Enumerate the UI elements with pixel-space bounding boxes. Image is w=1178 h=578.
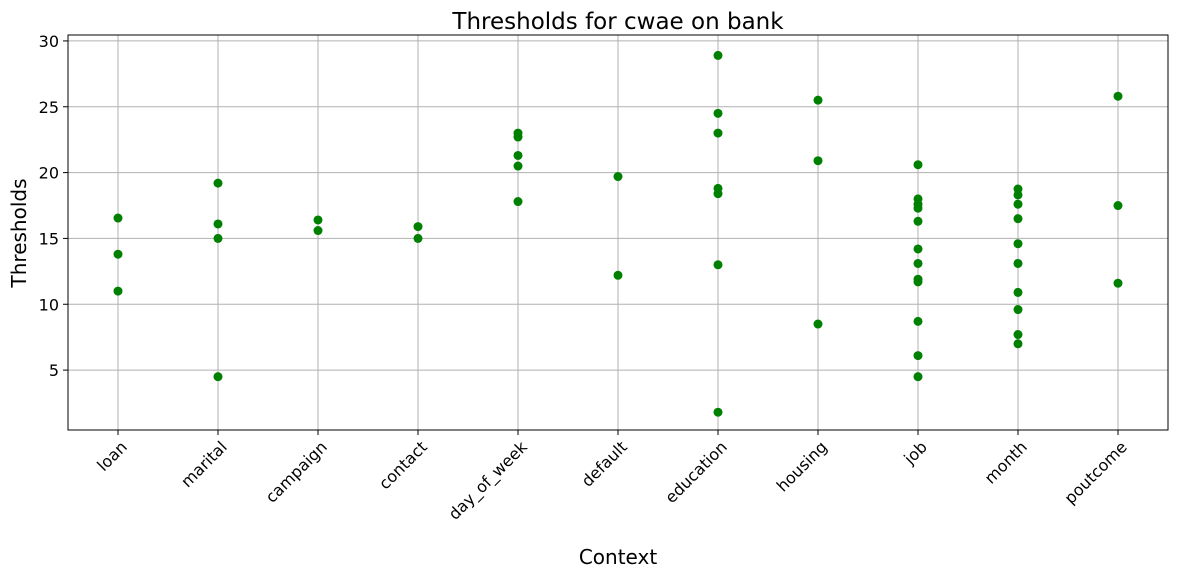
point (813, 156, 823, 166)
point (1013, 239, 1023, 249)
point (913, 160, 923, 170)
point (1013, 190, 1023, 200)
x-tick-label: poutcome (1061, 437, 1131, 507)
y-tick-label: 5 (49, 361, 59, 380)
point (913, 244, 923, 254)
point (913, 351, 923, 361)
point (413, 222, 423, 232)
y-tick-label: 10 (39, 295, 59, 314)
point (913, 203, 923, 213)
point (1013, 305, 1023, 315)
x-tick-label: campaign (262, 437, 331, 506)
marks (113, 50, 1123, 417)
point (1113, 278, 1123, 288)
x-tick-label: housing (773, 437, 831, 495)
point (1013, 287, 1023, 297)
point (213, 372, 223, 382)
x-tick-label: month (981, 437, 1031, 487)
point (313, 215, 323, 225)
point (913, 372, 923, 382)
point (1113, 201, 1123, 211)
point (1013, 339, 1023, 349)
point (213, 233, 223, 243)
x-tick-label: contact (375, 437, 431, 493)
y-tick-label: 30 (39, 32, 59, 51)
point (213, 219, 223, 229)
point (113, 286, 123, 296)
point (1113, 91, 1123, 101)
point (1013, 330, 1023, 340)
x-tick-label: day_of_week (445, 437, 532, 524)
x-axis-label: Context (579, 545, 658, 569)
point (113, 249, 123, 259)
point (713, 189, 723, 199)
x-tick-label: loan (93, 437, 131, 475)
point (513, 197, 523, 207)
x-tick-label: default (578, 437, 631, 490)
y-tick-label: 15 (39, 229, 59, 248)
y-tick-label: 20 (39, 164, 59, 183)
point (713, 407, 723, 417)
point (1013, 199, 1023, 209)
point (913, 277, 923, 287)
x-tick-label: education (661, 437, 731, 507)
point (213, 178, 223, 188)
grid (68, 35, 1168, 430)
point (613, 270, 623, 280)
point (713, 50, 723, 60)
point (913, 316, 923, 326)
point (1013, 214, 1023, 224)
chart-title: Thresholds for cwae on bank (451, 9, 784, 35)
y-axis-label: Thresholds (7, 179, 31, 289)
point (813, 95, 823, 105)
point (913, 216, 923, 226)
x-tick-label: marital (177, 437, 231, 491)
point (1013, 258, 1023, 268)
point (813, 319, 823, 329)
point (413, 233, 423, 243)
x-tick-label: job (899, 437, 930, 468)
point (613, 172, 623, 182)
point (713, 108, 723, 118)
point (713, 260, 723, 270)
y-tick-label: 25 (39, 98, 59, 117)
point (913, 258, 923, 268)
point (513, 150, 523, 160)
point (513, 161, 523, 171)
point (313, 226, 323, 236)
point (113, 213, 123, 223)
point (713, 128, 723, 138)
point (513, 132, 523, 142)
